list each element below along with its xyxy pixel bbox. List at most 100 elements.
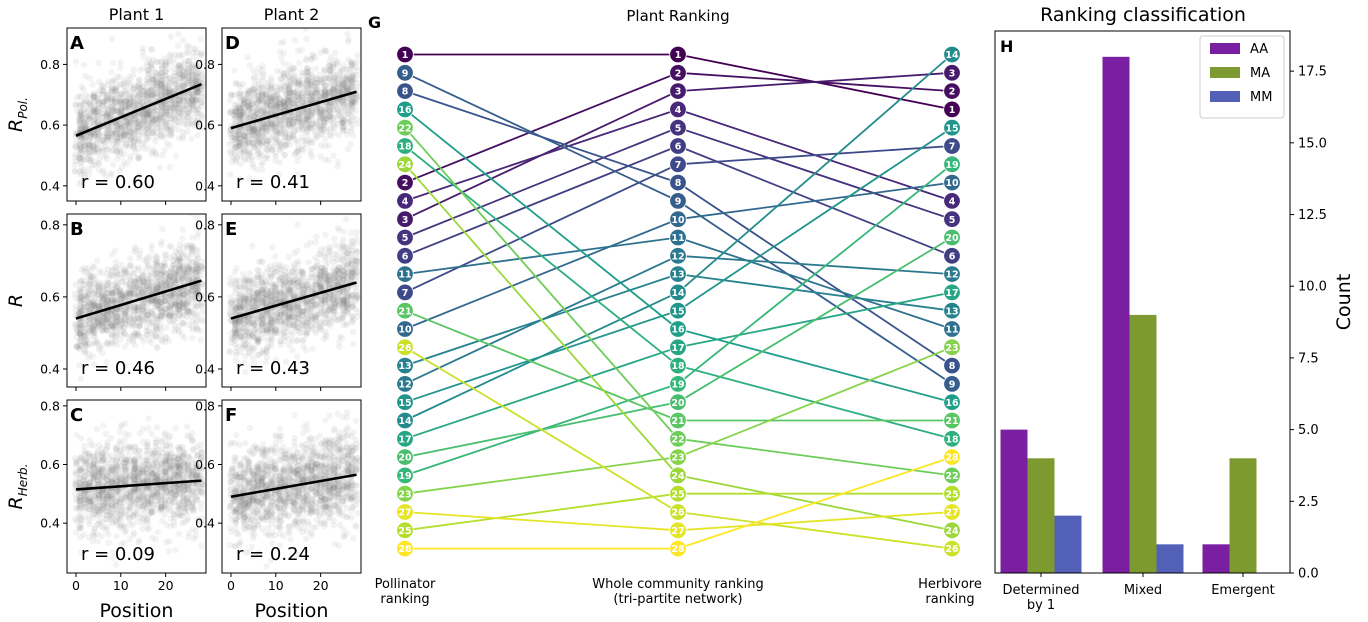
scatter-point xyxy=(172,76,179,84)
scatter-point xyxy=(103,112,110,119)
scatter-point xyxy=(192,46,199,53)
scatter-point xyxy=(299,99,307,106)
scatter-point xyxy=(78,163,85,170)
scatter-point xyxy=(112,102,120,110)
scatter-point xyxy=(71,168,79,175)
scatter-point xyxy=(250,126,257,133)
scatter-point xyxy=(263,137,271,145)
scatter-point xyxy=(123,282,130,289)
scatter-point xyxy=(272,104,280,111)
scatter-point xyxy=(282,70,289,78)
scatter-point xyxy=(249,131,256,138)
panel-b: 0.40.60.8 Br = 0.46R xyxy=(5,213,207,391)
scatter-point xyxy=(162,72,170,80)
scatter-point xyxy=(77,111,84,118)
scatter-point xyxy=(281,116,289,123)
scatter-point xyxy=(198,49,205,57)
scatter-point xyxy=(244,133,251,140)
scatter-point xyxy=(309,93,317,100)
scatter-point xyxy=(100,138,107,146)
scatter-point xyxy=(131,134,139,141)
scatter-point xyxy=(148,111,155,119)
scatter-point xyxy=(307,78,314,85)
scatter-point xyxy=(141,87,148,94)
scatter-point xyxy=(113,122,121,130)
scatter-point xyxy=(308,107,315,115)
scatter-point xyxy=(194,89,202,97)
scatter-point xyxy=(353,58,360,66)
scatter-point xyxy=(135,117,142,124)
scatter-point xyxy=(176,248,184,255)
scatter-point xyxy=(140,120,148,128)
scatter-point xyxy=(150,108,157,115)
scatter-point xyxy=(167,78,174,86)
scatter-point xyxy=(294,83,301,90)
scatter-point xyxy=(194,88,201,96)
scatter-point xyxy=(112,129,120,136)
scatter-point xyxy=(254,70,261,77)
scatter-point xyxy=(275,99,283,107)
scatter-point xyxy=(156,118,163,125)
scatter-point xyxy=(90,94,97,101)
scatter-point xyxy=(103,146,110,154)
scatter-point xyxy=(183,43,191,50)
scatter-point xyxy=(344,77,351,85)
scatter-point xyxy=(118,107,125,114)
scatter-point xyxy=(272,97,279,104)
scatter-point xyxy=(90,94,97,101)
scatter-point xyxy=(285,97,292,104)
scatter-point xyxy=(241,132,248,139)
scatter-point xyxy=(154,108,161,115)
scatter-point xyxy=(285,92,292,99)
scatter-point xyxy=(179,83,186,90)
scatter-point xyxy=(197,99,205,107)
scatter-point xyxy=(91,147,98,154)
scatter-point xyxy=(144,75,151,82)
scatter-point xyxy=(77,115,85,123)
scatter-point xyxy=(264,140,271,148)
scatter-point xyxy=(131,112,139,120)
scatter-point xyxy=(95,160,103,168)
scatter-point xyxy=(104,93,111,100)
scatter-point xyxy=(107,95,114,102)
scatter-point xyxy=(317,142,325,149)
scatter-point xyxy=(93,108,101,115)
scatter-point xyxy=(284,137,292,145)
scatter-point xyxy=(140,114,147,122)
scatter-point xyxy=(344,95,351,102)
scatter-point xyxy=(134,284,141,291)
scatter-point xyxy=(177,110,184,117)
scatter-point xyxy=(105,134,112,141)
scatter-point xyxy=(91,145,98,153)
scatter-point xyxy=(181,72,188,79)
scatter-point xyxy=(282,142,289,149)
scatter-point xyxy=(231,146,238,153)
scatter-point xyxy=(145,62,152,69)
scatter-point xyxy=(331,74,338,81)
scatter-point xyxy=(87,102,94,110)
scatter-point xyxy=(121,131,128,138)
scatter-point xyxy=(227,149,234,157)
scatter-point xyxy=(277,147,284,154)
scatter-point xyxy=(118,100,125,107)
scatter-point xyxy=(345,76,352,83)
scatter-point xyxy=(186,108,193,116)
scatter-point xyxy=(136,110,143,118)
scatter-point xyxy=(298,69,305,76)
scatter-point xyxy=(312,65,320,72)
scatter-point xyxy=(264,87,271,94)
scatter-point xyxy=(161,108,168,116)
scatter-point xyxy=(176,85,184,92)
scatter-point xyxy=(145,111,152,118)
scatter-point xyxy=(99,103,107,110)
scatter-point xyxy=(136,136,143,143)
scatter-point xyxy=(303,116,310,123)
scatter-point xyxy=(268,92,276,99)
scatter-point xyxy=(192,78,200,85)
scatter-point xyxy=(285,135,292,142)
scatter-point xyxy=(122,118,129,125)
scatter-point xyxy=(188,69,196,76)
scatter-point xyxy=(139,111,146,118)
scatter-point xyxy=(150,91,157,99)
scatter-point xyxy=(109,78,116,85)
